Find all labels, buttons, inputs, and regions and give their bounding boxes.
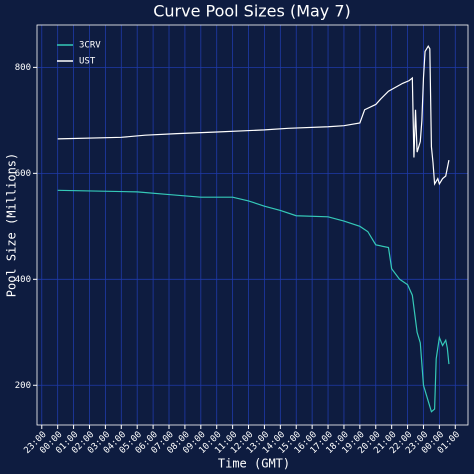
series-line bbox=[57, 189, 450, 413]
legend-label: 3CRV bbox=[79, 41, 101, 51]
y-axis-label: Pool Size (Millions) bbox=[5, 153, 19, 298]
x-axis-label: Time (GMT) bbox=[218, 457, 290, 471]
y-tick-label: 200 bbox=[15, 381, 31, 391]
series-line bbox=[57, 45, 450, 186]
plot-frame bbox=[36, 24, 469, 426]
y-tick-label: 800 bbox=[15, 63, 31, 73]
y-tick-label: 400 bbox=[15, 275, 31, 285]
y-tick-label: 600 bbox=[15, 169, 31, 179]
chart-title: Curve Pool Sizes (May 7) bbox=[153, 2, 351, 21]
legend-label: UST bbox=[79, 57, 96, 67]
